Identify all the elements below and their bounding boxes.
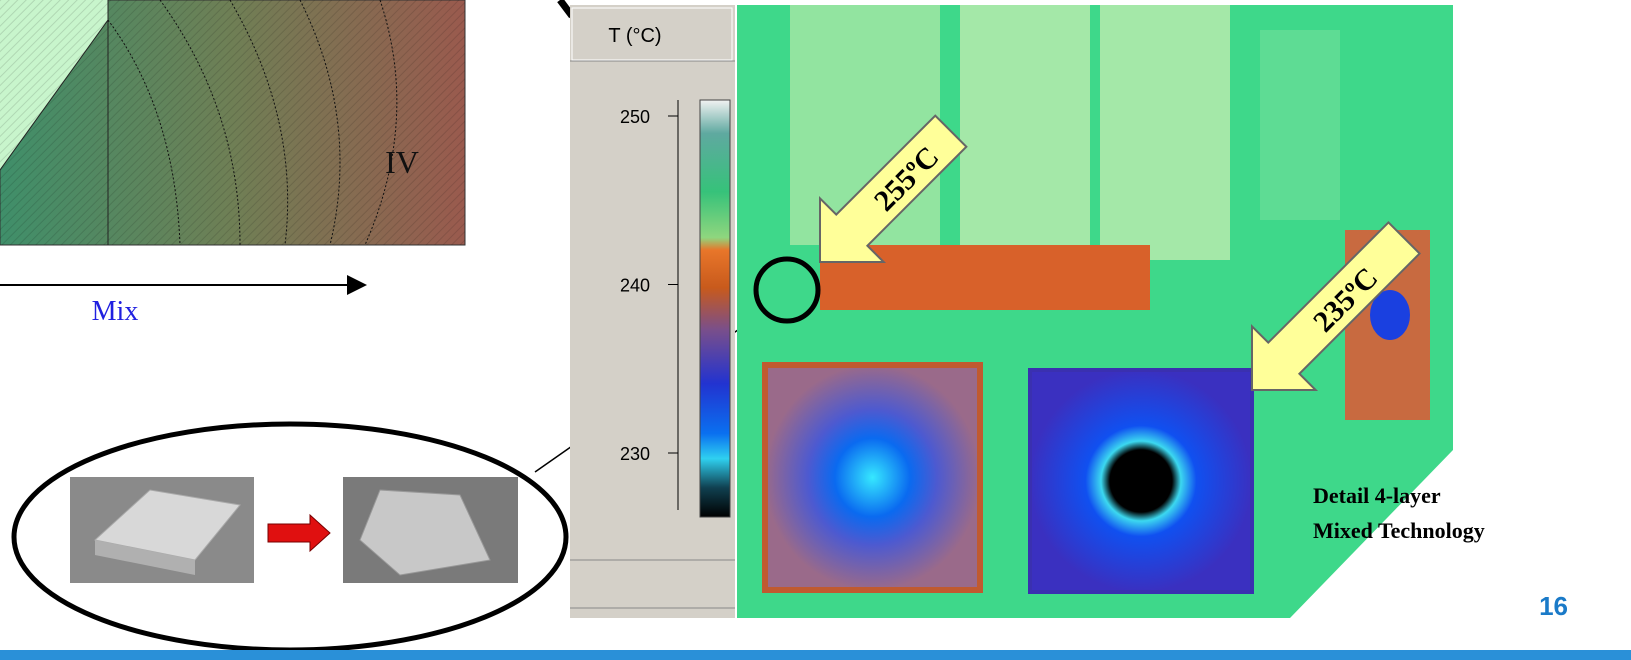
- scale-panel: T (°C): [570, 5, 735, 618]
- scale-tick-label: 250: [620, 107, 650, 127]
- footer-bar: [0, 650, 1631, 660]
- phase-diagram: IV: [0, 0, 465, 245]
- page-number: 16: [1539, 591, 1568, 621]
- scale-tick-label: 240: [620, 276, 650, 296]
- slide: IV Mix T (°C) 255: [0, 0, 1631, 660]
- caption-line: Mixed Technology: [1313, 518, 1485, 543]
- axis-label: Mix: [92, 296, 139, 327]
- color-bar: [700, 100, 730, 517]
- region-label: IV: [385, 144, 419, 180]
- caption-line: Detail 4-layer: [1313, 483, 1441, 508]
- red-arrow: [268, 515, 330, 551]
- scale-title: T (°C): [608, 25, 661, 47]
- slide-canvas: IV Mix T (°C) 255: [0, 0, 1631, 660]
- scale-tick-label: 230: [620, 444, 650, 464]
